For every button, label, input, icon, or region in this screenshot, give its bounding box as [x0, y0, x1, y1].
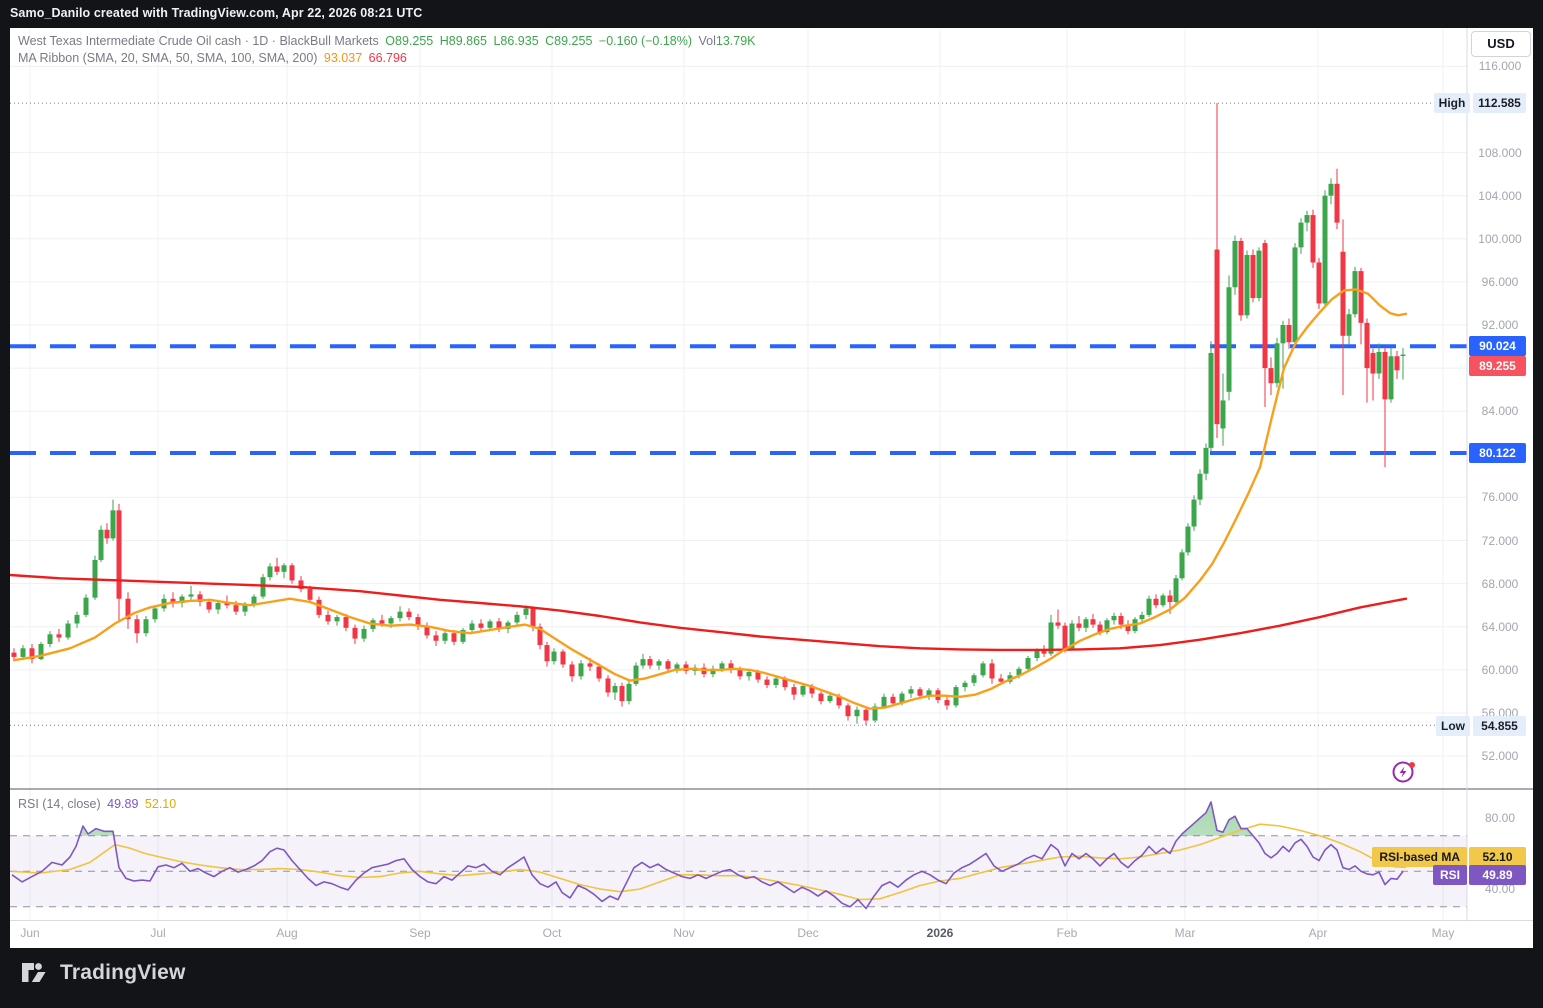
ohlc-open-value: 89.255: [395, 34, 434, 48]
ma-ribbon-legend-row[interactable]: MA Ribbon (SMA, 20, SMA, 50, SMA, 100, S…: [18, 51, 410, 65]
time-axis-label-feb[interactable]: Feb: [1056, 926, 1078, 940]
last-price-label: 89.255: [1469, 356, 1526, 376]
ma-ribbon-title[interactable]: MA Ribbon (SMA, 20, SMA, 50, SMA, 100, S…: [18, 51, 318, 65]
sma20-value: 93.037: [323, 51, 363, 65]
rsi-value: 49.89: [107, 797, 139, 811]
footer-bar: TradingView: [0, 948, 1543, 1008]
tradingview-logo-text: TradingView: [60, 961, 186, 984]
time-axis-label-sep[interactable]: Sep: [409, 926, 431, 940]
time-axis-label-aug[interactable]: Aug: [276, 926, 298, 940]
price-axis-label[interactable]: 84.000: [1481, 404, 1519, 419]
tradingview-logo[interactable]: TradingView: [21, 960, 186, 986]
price-axis-label[interactable]: 72.000: [1481, 533, 1519, 548]
rsi-axis-label[interactable]: 40.00: [1484, 882, 1516, 896]
tradingview-logo-icon: [22, 963, 46, 982]
chart-surface[interactable]: [10, 28, 1533, 948]
price-axis-label[interactable]: 100.000: [1478, 231, 1522, 246]
symbol-legend-row[interactable]: West Texas Intermediate Crude Oil cash ·…: [18, 34, 759, 48]
price-axis-label[interactable]: 108.000: [1478, 145, 1522, 160]
time-axis-label-jun[interactable]: Jun: [20, 926, 40, 940]
alert-line-lower-price-label[interactable]: 80.122: [1469, 443, 1526, 463]
rsi-badge-value: 49.89: [1469, 865, 1526, 885]
rsi-legend-row[interactable]: RSI (14, close) 49.89 52.10: [18, 797, 179, 811]
time-axis-label-may[interactable]: May: [1431, 926, 1455, 940]
time-axis-label-2026[interactable]: 2026: [926, 926, 954, 940]
currency-button[interactable]: USD: [1471, 31, 1531, 57]
rsi-title[interactable]: RSI (14, close): [18, 797, 101, 811]
price-axis-label[interactable]: 68.000: [1481, 576, 1519, 591]
rsi-ma-badge-label: RSI-based MA: [1372, 847, 1467, 867]
high-marker-value: 112.585: [1473, 93, 1526, 113]
price-axis-label[interactable]: 104.000: [1478, 188, 1522, 203]
ohlc-close-value: 89.255: [554, 34, 593, 48]
ohlc-open-label: O: [385, 34, 395, 48]
alert-line-upper-price-label[interactable]: 90.024: [1469, 336, 1526, 356]
time-axis-label-oct[interactable]: Oct: [542, 926, 562, 940]
symbol-title[interactable]: West Texas Intermediate Crude Oil cash ·…: [18, 34, 379, 48]
rsi-ma-badge-value: 52.10: [1469, 847, 1526, 867]
time-axis-label-apr[interactable]: Apr: [1308, 926, 1328, 940]
ohlc-high-value: 89.865: [448, 34, 487, 48]
time-axis-label-dec[interactable]: Dec: [797, 926, 819, 940]
price-axis-label[interactable]: 76.000: [1481, 490, 1519, 505]
volume-label: Vol: [698, 34, 716, 48]
price-axis-label[interactable]: 64.000: [1481, 619, 1519, 634]
time-axis-label-jul[interactable]: Jul: [150, 926, 166, 940]
attribution-bar: Samo_Danilo created with TradingView.com…: [0, 0, 1543, 28]
attribution-text: Samo_Danilo created with TradingView.com…: [10, 6, 423, 20]
rsi-ma-value: 52.10: [144, 797, 177, 811]
time-axis-label-nov[interactable]: Nov: [673, 926, 695, 940]
sma200-value: 66.796: [368, 51, 407, 65]
price-axis-label[interactable]: 60.000: [1481, 662, 1519, 677]
alert-lightning-icon[interactable]: [1391, 759, 1417, 785]
low-marker-value: 54.855: [1473, 716, 1526, 736]
time-axis-label-mar[interactable]: Mar: [1174, 926, 1196, 940]
volume-value: 13.79K: [715, 34, 756, 48]
rsi-badge-label: RSI: [1432, 865, 1467, 885]
ohlc-low-value: 86.935: [500, 34, 539, 48]
rsi-axis-label[interactable]: 80.00: [1484, 811, 1516, 825]
ohlc-high-label: H: [439, 34, 449, 48]
price-axis-label[interactable]: 116.000: [1478, 59, 1522, 74]
low-marker-label: Low: [1436, 716, 1470, 736]
high-marker-label: High: [1434, 93, 1470, 113]
change-value: −0.160 (−0.18%): [598, 34, 693, 48]
ohlc-close-label: C: [545, 34, 555, 48]
price-axis-label[interactable]: 96.000: [1481, 274, 1519, 289]
ohlc-low-label: L: [493, 34, 501, 48]
price-axis-label[interactable]: 52.000: [1481, 749, 1519, 764]
price-axis-label[interactable]: 92.000: [1481, 318, 1519, 332]
